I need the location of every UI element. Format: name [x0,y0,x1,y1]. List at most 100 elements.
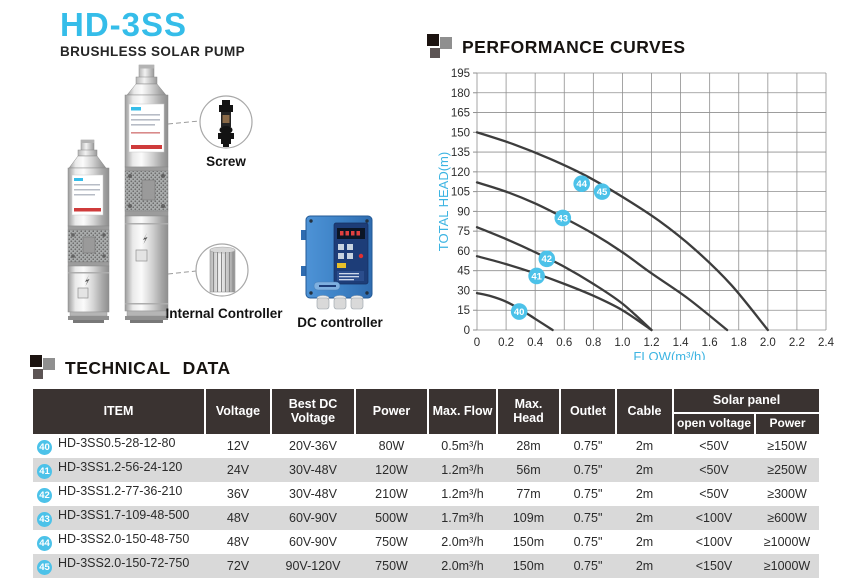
col-header-best-dc-voltage: Best DC Voltage [271,389,356,434]
row-number-badge: 43 [37,512,52,528]
x-tick-label: 0.2 [498,337,514,349]
performance-section-title: PERFORMANCE CURVES [462,37,686,57]
cell-best-dc: 60V-90V [289,534,337,549]
col-header-panel-power: Power [755,413,820,434]
cell-item: 42 HD-3SS1.2-77-36-210 [33,482,205,506]
y-tick-label: 135 [451,147,470,159]
cell-voltage: 24V [226,462,250,477]
pump-image-large [124,64,169,323]
cell-cable: 2m [635,462,654,477]
cell-max-flow: 2.0m³/h [441,558,484,573]
curve-badge-label: 40 [514,307,525,318]
cell-outlet: 0.75" [573,438,603,453]
y-tick-label: 195 [451,68,470,80]
cell-max-flow: 0.5m³/h [441,438,484,453]
x-tick-label: 0 [474,337,480,349]
row-number-badge: 44 [37,536,52,552]
cell-item: 41 HD-3SS1.2-56-24-120 [33,458,205,482]
curve-badge-41 [528,267,545,285]
table-row: 43 HD-3SS1.7-109-48-500 48V 60V-90V 500W 1.7m… [33,505,820,530]
cell-cable: 2m [635,486,654,501]
cell-open-voltage: <100V [695,534,733,549]
curve-42 [475,226,653,332]
table-row: 40 HD-3SS0.5-28-12-80 12V 20V-36V 80W 0.5m³/h… [33,434,819,458]
cell-power: 120W [375,462,408,477]
col-header-open-voltage: open voltage [673,413,756,434]
cell-best-dc: 30V-48V [289,486,337,501]
cell-power: 500W [375,510,408,525]
cell-max-head: 150m [512,558,545,573]
cell-max-head: 28m [516,438,541,453]
cell-power: 210W [375,486,408,501]
brand-block: HD-3SS BRUSHLESS SOLAR PUMP [60,8,245,59]
cell-max-flow: 1.2m³/h [441,462,484,477]
curve-41 [475,255,653,332]
y-tick-label: 15 [457,305,470,317]
item-model-text: HD-3SS1.2-56-24-120 [58,460,183,475]
table-row: 44 HD-3SS2.0-150-48-750 48V 60V-90V 750W 2.0m… [33,530,819,554]
curve-badge-45 [593,183,611,200]
cell-item: 40 HD-3SS0.5-28-12-80 [33,434,205,458]
y-tick-label: 150 [451,127,470,139]
cell-cable: 2m [635,534,654,549]
curve-badge-40 [510,303,528,320]
cell-outlet: 0.75" [573,462,603,477]
col-header-item: ITEM [33,389,206,434]
performance-section-header: PERFORMANCE CURVES [427,34,686,61]
cell-panel-power: ≥300W [767,486,807,501]
cell-item: 45 HD-3SS2.0-150-72-750 [33,554,205,578]
y-tick-label: 0 [464,325,470,337]
cell-panel-power: ≥150W [767,438,807,453]
cell-best-dc: 60V-90V [289,510,337,525]
item-model-text: HD-3SS2.0-150-48-750 [58,532,190,547]
x-tick-label: 1.6 [702,337,718,349]
product-subtitle: BRUSHLESS SOLAR PUMP [60,44,246,59]
technical-data-table: ITEM Voltage Best DC Voltage Power Max. … [33,389,820,578]
item-model-text: HD-3SS0.5-28-12-80 [58,436,176,451]
cell-power: 750W [375,558,408,573]
curve-badge-label: 43 [558,213,569,224]
x-tick-label: 1.8 [731,337,747,349]
cell-voltage: 48V [226,510,250,525]
col-header-outlet: Outlet [560,389,617,434]
x-tick-label: 1.0 [614,337,630,349]
cell-outlet: 0.75" [573,558,603,573]
cell-panel-power: ≥600W [767,510,807,525]
table-row: 42 HD-3SS1.2-77-36-210 36V 30V-48V 210W 1.2m³… [33,482,819,506]
y-tick-label: 45 [457,266,470,278]
section-marker-icon [30,355,57,382]
x-tick-label: 0.8 [585,337,601,349]
screw-label: Screw [206,154,246,169]
cell-outlet: 0.75" [573,486,603,501]
x-tick-label: 1.4 [673,337,690,349]
cell-open-voltage: <150V [695,558,733,573]
section-marker-icon [427,34,454,61]
row-number-badge: 42 [37,488,52,504]
cell-voltage: 48V [226,534,250,549]
x-tick-label: 2.0 [760,337,776,349]
x-tick-label: 1.2 [644,337,660,349]
pump-image-small [67,139,110,323]
y-tick-label: 90 [457,206,470,218]
y-tick-label: 30 [457,285,470,297]
col-header-voltage: Voltage [205,389,272,434]
curve-badge-label: 44 [576,179,587,190]
internal-controller-label: Internal Controller [165,306,283,321]
cell-panel-power: ≥1000W [763,558,811,573]
y-tick-label: 60 [457,246,470,258]
cell-panel-power: ≥250W [767,462,807,477]
curve-44/45 [475,131,769,332]
x-tick-label: 0.6 [556,337,572,349]
cell-max-head: 77m [516,486,541,501]
y-tick-label: 180 [451,88,470,100]
cell-outlet: 0.75" [573,510,603,525]
curve-43 [475,181,729,332]
x-tick-label: 0.4 [527,337,544,349]
technical-section-title: TECHNICAL DATA [65,358,231,378]
cell-max-head: 150m [512,534,545,549]
row-number-badge: 41 [37,464,52,480]
cell-max-flow: 1.7m³/h [441,510,484,525]
cell-item: 44 HD-3SS2.0-150-48-750 [33,530,205,554]
cell-panel-power: ≥1000W [763,534,811,549]
